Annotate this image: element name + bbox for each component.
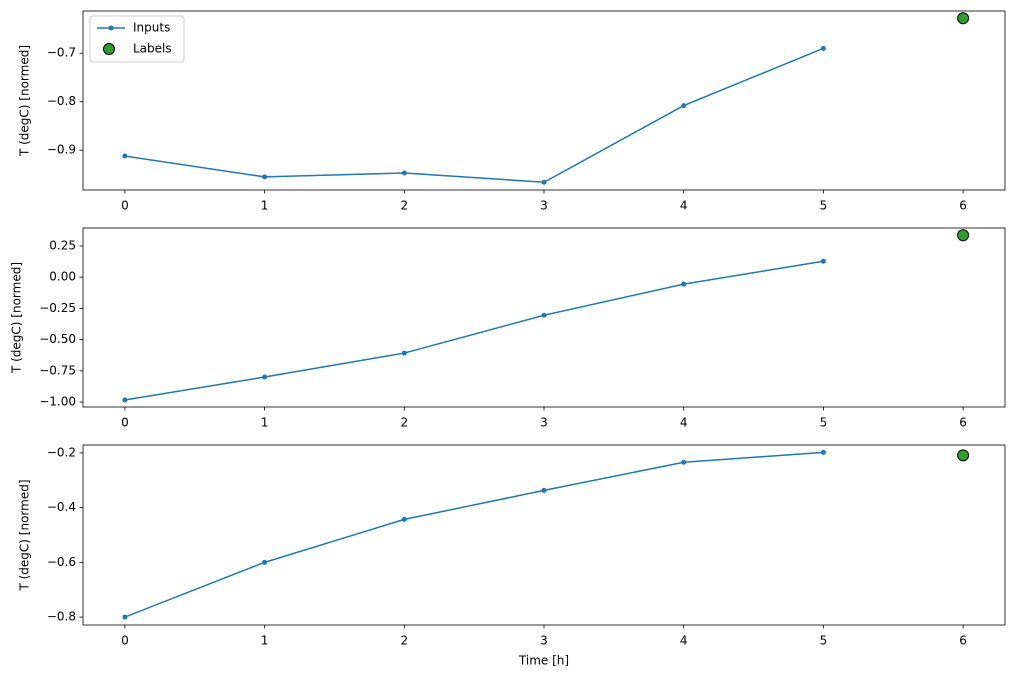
subplot: 0 1 2 3 4 5 6 −1.00 −0.75 −0.50 −0.25 0.00 0.25 T (de… [10,227,1006,430]
y-axis-label: T (degC) [normed] [18,45,32,157]
y-tick-label: −0.6 [47,555,76,569]
y-tick-label: −0.75 [39,363,76,377]
plot-frame [82,227,1006,408]
label-point [957,449,970,462]
x-tick-label: 3 [540,416,548,430]
x-tick-label: 0 [121,634,129,648]
y-tick-label: −0.2 [47,445,76,459]
x-tick-label: 1 [261,634,269,648]
subplot: 0 1 2 3 4 5 6 −0.8 −0.6 −0.4 −0.2 T (degC) [normed]… [18,444,1006,668]
y-tick-label: −0.25 [39,301,76,315]
point [122,614,128,620]
point [820,45,826,51]
point [681,103,687,109]
point [820,449,826,455]
x-tick-label: 5 [820,634,828,648]
x-tick-label: 4 [680,416,688,430]
x-tick-label: 0 [121,199,129,213]
point [122,397,128,403]
y-tick-label: −0.8 [47,94,76,108]
x-axis-label: Time [h] [518,654,569,668]
x-tick-label: 3 [540,634,548,648]
legend-label: Inputs [133,21,170,35]
legend-marker [103,43,115,55]
plot-frame [82,10,1006,191]
point [541,487,547,493]
x-tick-label: 0 [121,416,129,430]
y-tick-label: −1.00 [39,395,76,409]
point [820,258,826,264]
y-tick-label: −0.9 [47,143,76,157]
y-tick-label: 0.25 [49,238,76,252]
x-tick-label: 5 [820,416,828,430]
point [262,559,268,565]
point [681,459,687,465]
plot-frame [82,444,1006,626]
x-tick-label: 6 [959,199,967,213]
point [541,179,547,185]
x-tick-label: 6 [959,634,967,648]
x-tick-label: 1 [261,416,269,430]
x-tick-label: 4 [680,199,688,213]
subplot: 0 1 2 3 4 5 6 −0.9 −0.8 −0.7 T (degC) [normed] Inpu… [18,10,1006,213]
label-point [957,229,970,242]
y-tick-label: −0.50 [39,332,76,346]
x-tick-label: 4 [680,634,688,648]
y-axis-label: T (degC) [normed] [10,262,24,374]
series-line [124,451,824,618]
point [262,174,268,180]
point [681,281,687,287]
point [401,350,407,356]
y-tick-label: −0.7 [47,46,76,60]
point [122,153,128,159]
series-line [124,47,824,184]
legend-marker [108,25,114,31]
legend-label: Labels [133,42,172,56]
x-tick-label: 1 [261,199,269,213]
series-line [124,260,824,401]
y-tick-label: 0.00 [49,270,76,284]
point [401,516,407,522]
x-tick-label: 2 [400,199,408,213]
y-axis-label: T (degC) [normed] [18,479,32,591]
point [401,170,407,176]
y-tick-label: −0.4 [47,500,76,514]
label-point [957,12,970,25]
x-tick-label: 6 [959,416,967,430]
point [262,374,268,380]
x-tick-label: 5 [820,199,828,213]
y-tick-label: −0.8 [47,610,76,624]
x-tick-label: 2 [400,416,408,430]
x-tick-label: 2 [400,634,408,648]
x-tick-label: 3 [540,199,548,213]
point [541,312,547,318]
